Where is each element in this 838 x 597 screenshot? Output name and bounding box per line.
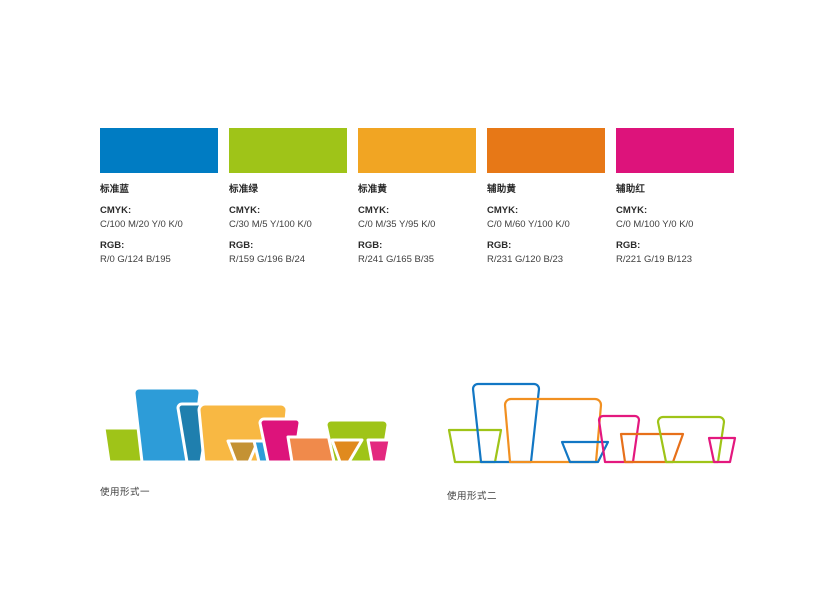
- cmyk-key-label: CMYK:: [358, 205, 390, 216]
- cup-outline-magenta: [597, 414, 641, 464]
- cup-shape-orange-triangle: [330, 438, 364, 464]
- cup-shape-magenta-small: [366, 438, 390, 464]
- cup-outline-green-1: [447, 428, 503, 464]
- swatch-card: 标准绿 CMYK: C/30 M/5 Y/100 K/0 RGB: R/159 …: [229, 128, 347, 266]
- logo-two-caption: 使用形式二: [447, 491, 498, 502]
- color-chip-accent-red: [616, 128, 734, 173]
- logo-mark-filled: [102, 386, 390, 464]
- color-chip-standard-yellow: [358, 128, 476, 173]
- rgb-value: R/0 G/124 B/195: [100, 254, 171, 265]
- rgb-value: R/221 G/19 B/123: [616, 254, 693, 265]
- cup-outline-magenta-small: [707, 436, 737, 464]
- swatch-card: 辅助红 CMYK: C/0 M/100 Y/0 K/0 RGB: R/221 G…: [616, 128, 734, 266]
- cup-outline-blue-small: [560, 440, 610, 464]
- cup-outline-green-large: [656, 415, 726, 464]
- cup-outline-orange-tall: [503, 397, 603, 464]
- rgb-key-label: RGB:: [358, 240, 383, 251]
- color-name-label: 辅助红: [616, 184, 646, 195]
- logo-lockup-filled: 使用形式一: [100, 382, 390, 498]
- rgb-key-label: RGB:: [487, 240, 512, 251]
- cmyk-key-label: CMYK:: [616, 205, 648, 216]
- rgb-value: R/159 G/196 B/24: [229, 254, 306, 265]
- cup-outline-orange-wide: [619, 432, 685, 464]
- cmyk-value: C/100 M/20 Y/0 K/0: [100, 219, 183, 230]
- cmyk-key-label: CMYK:: [229, 205, 261, 216]
- color-chip-accent-yellow: [487, 128, 605, 173]
- rgb-value: R/241 G/165 B/35: [358, 254, 435, 265]
- cup-shape-tan: [226, 439, 260, 464]
- cmyk-value: C/0 M/100 Y/0 K/0: [616, 219, 694, 230]
- color-name-label: 标准绿: [229, 184, 259, 195]
- cmyk-key-label: CMYK:: [100, 205, 132, 216]
- cmyk-value: C/0 M/35 Y/95 K/0: [358, 219, 436, 230]
- color-chip-standard-green: [229, 128, 347, 173]
- color-name-label: 辅助黄: [487, 184, 517, 195]
- rgb-value: R/231 G/120 B/23: [487, 254, 564, 265]
- color-name-label: 标准黄: [358, 184, 388, 195]
- swatch-card: 标准蓝 CMYK: C/100 M/20 Y/0 K/0 RGB: R/0 G/…: [100, 128, 218, 266]
- color-palette-row: 标准蓝 CMYK: C/100 M/20 Y/0 K/0 RGB: R/0 G/…: [100, 128, 800, 266]
- cmyk-value: C/30 M/5 Y/100 K/0: [229, 219, 312, 230]
- swatch-card: 辅助黄 CMYK: C/0 M/60 Y/100 K/0 RGB: R/231 …: [487, 128, 605, 266]
- color-name-label: 标准蓝: [100, 184, 130, 195]
- rgb-key-label: RGB:: [100, 240, 125, 251]
- rgb-key-label: RGB:: [616, 240, 641, 251]
- rgb-key-label: RGB:: [229, 240, 254, 251]
- cmyk-key-label: CMYK:: [487, 205, 519, 216]
- logo-lockup-outlined: 使用形式二: [447, 378, 737, 502]
- logo-one-caption: 使用形式一: [100, 487, 151, 498]
- swatch-card: 标准黄 CMYK: C/0 M/35 Y/95 K/0 RGB: R/241 G…: [358, 128, 476, 266]
- color-chip-standard-blue: [100, 128, 218, 173]
- cmyk-value: C/0 M/60 Y/100 K/0: [487, 219, 570, 230]
- logo-mark-outlined: [447, 382, 737, 464]
- cup-outline-blue-tall: [471, 382, 541, 464]
